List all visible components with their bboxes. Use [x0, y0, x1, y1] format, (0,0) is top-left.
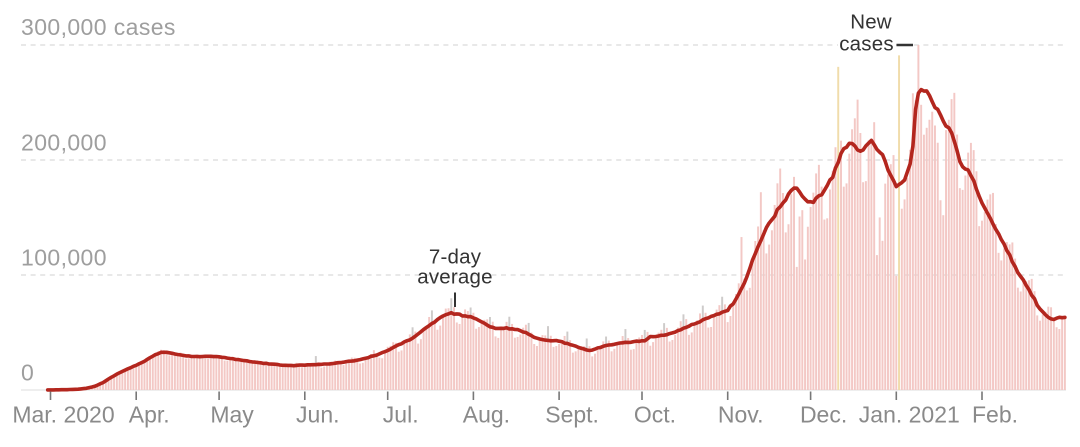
svg-text:0: 0	[21, 360, 34, 386]
svg-text:300,000 cases: 300,000 cases	[21, 14, 176, 40]
svg-text:Dec.: Dec.	[800, 402, 847, 428]
svg-text:100,000: 100,000	[21, 245, 107, 271]
svg-text:New: New	[850, 11, 892, 34]
svg-text:Feb.: Feb.	[972, 402, 1018, 428]
svg-text:Jun.: Jun.	[296, 402, 339, 428]
svg-text:200,000: 200,000	[21, 130, 107, 156]
svg-text:Nov.: Nov.	[718, 402, 764, 428]
svg-text:cases: cases	[839, 33, 894, 56]
svg-text:average: average	[417, 266, 492, 289]
svg-text:Apr.: Apr.	[129, 402, 170, 428]
svg-text:Mar. 2020: Mar. 2020	[12, 402, 114, 428]
svg-text:Sept.: Sept.	[545, 402, 599, 428]
svg-text:Jul.: Jul.	[383, 402, 419, 428]
svg-text:Aug.: Aug.	[463, 402, 510, 428]
svg-text:May: May	[210, 402, 254, 428]
svg-text:Oct.: Oct.	[634, 402, 676, 428]
svg-text:Jan. 2021: Jan. 2021	[859, 402, 960, 428]
